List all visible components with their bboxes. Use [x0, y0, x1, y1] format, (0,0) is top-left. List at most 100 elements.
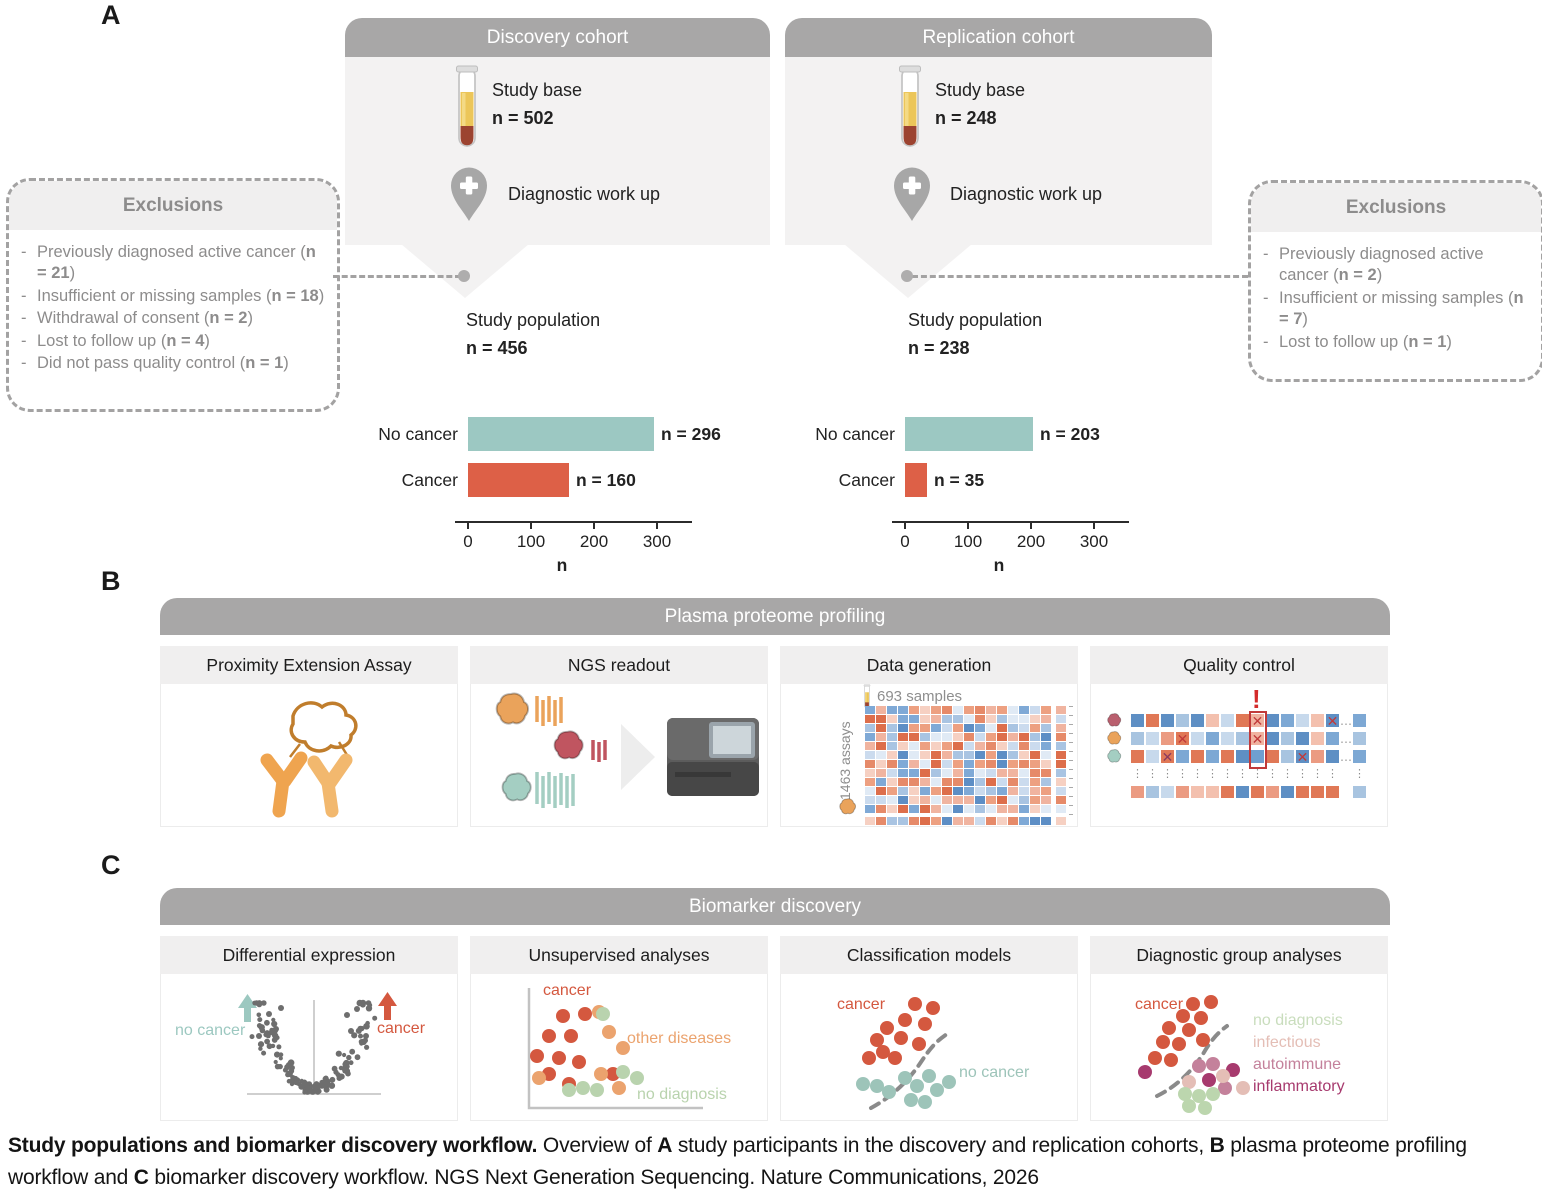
samples-count-label: 693 samples — [877, 688, 963, 705]
scatter-dot — [1198, 1101, 1212, 1115]
qc-cell — [1311, 732, 1324, 745]
qc-cell — [1161, 750, 1174, 763]
qc-cell — [1281, 750, 1294, 763]
heatmap-cell — [953, 760, 963, 768]
heatmap-cell — [865, 787, 875, 795]
heatmap-cell — [1019, 796, 1029, 804]
volcano-dot — [348, 1028, 354, 1034]
heatmap-cell — [865, 817, 875, 825]
heatmap-cell — [909, 742, 919, 750]
qc-cell — [1236, 732, 1249, 745]
heatmap-cell — [942, 706, 952, 714]
qc-cell — [1206, 714, 1219, 727]
x-tick-label: 0 — [463, 532, 473, 551]
infectious-label: infectious — [1253, 1034, 1321, 1051]
replication-cohort-title: Replication cohort — [922, 26, 1075, 48]
heatmap-cell — [953, 787, 963, 795]
heatmap-cell — [986, 733, 996, 741]
volcano-dot — [264, 1038, 270, 1045]
scatter-dot — [556, 1009, 570, 1023]
heatmap-cell — [986, 715, 996, 723]
exclusion-item: - Insufficient or missing samples (n = 7) — [1263, 288, 1524, 329]
heatmap-cell — [931, 742, 941, 750]
qc-cell — [1221, 714, 1234, 727]
heatmap-cell — [975, 796, 985, 804]
classification-scatter — [856, 997, 956, 1110]
antibody-icon — [307, 753, 353, 818]
volcano-dot — [358, 1039, 365, 1045]
cancer-bar — [905, 463, 927, 497]
heatmap-cell — [1041, 760, 1051, 768]
heatmap-cell — [1008, 706, 1018, 714]
exclusions-list: - Previously diagnosed active cancer (n =… — [9, 230, 337, 382]
heatmap-cell — [876, 742, 886, 750]
heatmap-cell — [986, 787, 996, 795]
heatmap-cell — [931, 706, 941, 714]
heatmap-cell — [865, 796, 875, 804]
panel-c-letter: C — [101, 850, 121, 880]
scatter-dot — [590, 1083, 604, 1097]
heatmap-cell — [876, 706, 886, 714]
qc-cell — [1266, 750, 1279, 763]
heatmap-cell — [986, 706, 996, 714]
biomarker-discovery-header: Biomarker discovery — [160, 888, 1390, 925]
volcano-dot — [261, 1050, 267, 1056]
qc-cell — [1353, 750, 1366, 763]
qc-cell — [1191, 714, 1204, 727]
protein-blob-icon — [1107, 731, 1122, 745]
heatmap-cell — [986, 817, 996, 825]
heatmap-cell — [931, 787, 941, 795]
scatter-dot — [1182, 1099, 1196, 1113]
volcano-dot — [273, 1026, 279, 1032]
heatmap-cell — [898, 715, 908, 723]
heatmap-cell — [1008, 760, 1018, 768]
x-tick — [1093, 521, 1095, 529]
heatmap-cell — [909, 787, 919, 795]
heatmap-cell — [887, 778, 897, 786]
qc-cell — [1326, 732, 1339, 745]
heatmap-cell — [1008, 724, 1018, 732]
exclusion-item: - Insufficient or missing samples (n = 18… — [21, 286, 325, 305]
heatmap-cell — [997, 715, 1007, 723]
ngs-illustration — [495, 692, 759, 808]
scatter-dot — [880, 1021, 894, 1035]
heatmap-cell — [942, 733, 952, 741]
other-diseases-label: other diseases — [627, 1030, 732, 1047]
barcode-icon — [591, 740, 607, 762]
column-ellipsis: ⋮ — [1327, 768, 1338, 780]
scatter-dot — [1156, 1035, 1170, 1049]
heatmap-cell — [865, 751, 875, 759]
biomarker-discovery-title: Biomarker discovery — [688, 895, 862, 917]
row-ellipsis: ⋯ — [1340, 753, 1352, 767]
data-generation-body: 693 samples 1463 assays — [780, 684, 1078, 827]
flagged-column-highlight — [1248, 711, 1267, 769]
heatmap-cell — [964, 715, 974, 723]
heatmap-cell — [1019, 742, 1029, 750]
volcano-dot — [285, 1072, 291, 1078]
heatmap-cell — [887, 733, 897, 741]
heatmap-cell — [887, 796, 897, 804]
heatmap-cell — [1008, 751, 1018, 759]
heatmap-cell — [887, 787, 897, 795]
heatmap-cell — [865, 742, 875, 750]
volcano-dot — [372, 1015, 378, 1021]
heatmap-cell — [931, 817, 941, 825]
heatmap-cell — [986, 778, 996, 786]
volcano-dot — [331, 1065, 338, 1072]
scatter-dot — [882, 1085, 896, 1099]
volcano-dot — [264, 1019, 270, 1026]
heatmap-cell — [964, 742, 974, 750]
volcano-dot — [359, 1000, 364, 1006]
heatmap-cell — [1030, 817, 1040, 825]
protein-blob-icon — [495, 692, 530, 725]
heatmap-cell — [887, 760, 897, 768]
replication-study-base: Study base n = 248 — [935, 80, 1025, 129]
heatmap-cell — [997, 817, 1007, 825]
heatmap-cell — [1008, 742, 1018, 750]
heatmap-cell — [887, 742, 897, 750]
scatter-dot — [1172, 1037, 1186, 1051]
qc-cell — [1296, 786, 1309, 798]
scatter-dot — [1162, 1021, 1176, 1035]
volcano-dot — [273, 1059, 278, 1065]
volcano-dot — [363, 1033, 369, 1039]
